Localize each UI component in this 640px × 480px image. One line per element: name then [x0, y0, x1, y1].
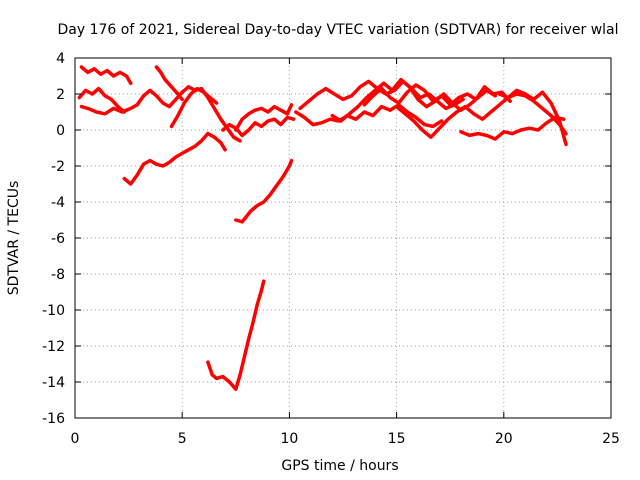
- chart-title: Day 176 of 2021, Sidereal Day-to-day VTE…: [57, 22, 618, 38]
- series-arc-10: [206, 279, 266, 391]
- y-tick-label: -14: [42, 375, 65, 391]
- series-arc-11: [294, 103, 444, 129]
- series-arc-3: [79, 85, 242, 143]
- series-arc-8: [234, 103, 294, 132]
- series-arc-2: [77, 86, 127, 114]
- y-tick-labels: -16 -14 -12 -10 -8 -6 -4 -2 0 2 4: [42, 51, 65, 427]
- series-arc-4: [154, 65, 184, 102]
- series-arc-14: [362, 83, 512, 107]
- y-tick-label: 2: [56, 87, 65, 103]
- y-tick-label: -16: [42, 411, 65, 427]
- y-tick-label: -6: [51, 231, 65, 247]
- y-axis-title: SDTVAR / TECUs: [6, 181, 22, 296]
- y-tick-label: 4: [56, 51, 65, 67]
- x-tick-labels: 0 5 10 15 20 25: [71, 431, 620, 447]
- y-tick-label: -12: [42, 339, 65, 355]
- y-tick-label: -4: [51, 195, 65, 211]
- axis-ticks: [74, 57, 612, 419]
- y-tick-label: -10: [42, 303, 65, 319]
- series-arc-15: [394, 92, 568, 139]
- x-tick-label: 15: [388, 431, 406, 447]
- y-tick-label: -8: [51, 267, 65, 283]
- y-tick-label: 0: [56, 123, 65, 139]
- x-tick-label: 10: [280, 431, 298, 447]
- x-tick-label: 0: [71, 431, 80, 447]
- series-arc-16: [459, 115, 566, 141]
- series-arc-17: [497, 88, 568, 147]
- series-arc-1: [79, 65, 133, 85]
- series-group: [77, 65, 568, 391]
- x-axis-title: GPS time / hours: [281, 458, 398, 474]
- series-arc-9: [234, 158, 294, 224]
- series-arc-13: [330, 77, 497, 123]
- grid: [75, 58, 611, 418]
- x-tick-label: 20: [495, 431, 513, 447]
- x-tick-label: 25: [602, 431, 620, 447]
- y-tick-label: -2: [51, 159, 65, 175]
- series-arc-7: [221, 115, 296, 138]
- x-tick-label: 5: [178, 431, 187, 447]
- series-arc-6: [122, 131, 227, 186]
- series-arc-5: [169, 86, 219, 129]
